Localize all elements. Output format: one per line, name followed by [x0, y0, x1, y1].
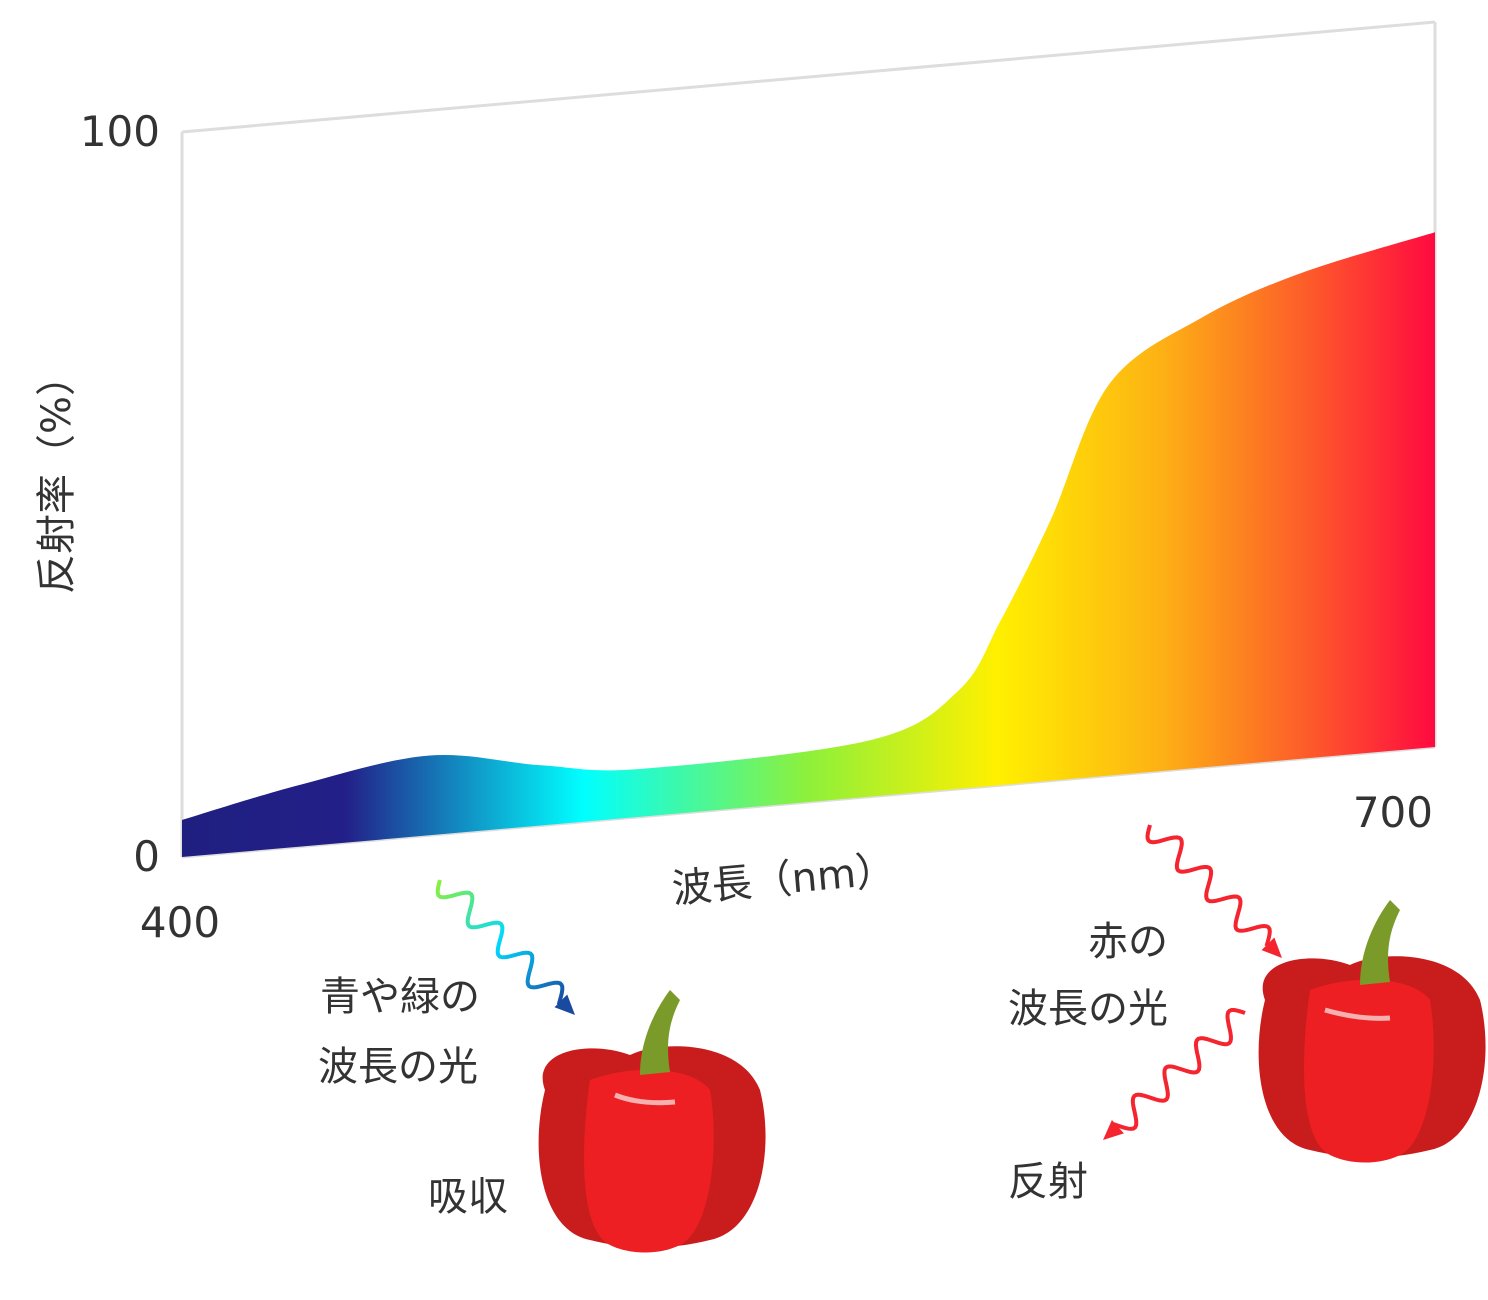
annotation: 波長の光: [318, 1044, 478, 1090]
arrow-head: [1103, 1119, 1124, 1140]
annotation: 吸収: [428, 1174, 508, 1220]
x-tick-label: 700: [1353, 788, 1433, 837]
wave-arrow: [1145, 824, 1272, 947]
annotation: 波長の光: [1008, 986, 1168, 1032]
arrow-head: [1261, 937, 1282, 958]
axis-frame: [181, 20, 1436, 134]
annotation: 反射: [1008, 1159, 1088, 1205]
x-axis-label: 波長（nm）: [670, 847, 897, 912]
annotation: 赤の: [1088, 919, 1168, 965]
annotation: 青や緑の: [320, 974, 480, 1020]
illustration: [538, 900, 1486, 1253]
wave-arrow: [1113, 1008, 1246, 1131]
y-tick-label: 100: [80, 107, 160, 156]
area: [182, 232, 1435, 857]
arrow-head: [554, 994, 575, 1015]
y-tick-label: 0: [133, 832, 160, 881]
wave-arrow: [435, 879, 565, 1005]
y-axis-label: 反射率（%）: [34, 356, 80, 594]
x-tick-label: 400: [140, 898, 220, 947]
